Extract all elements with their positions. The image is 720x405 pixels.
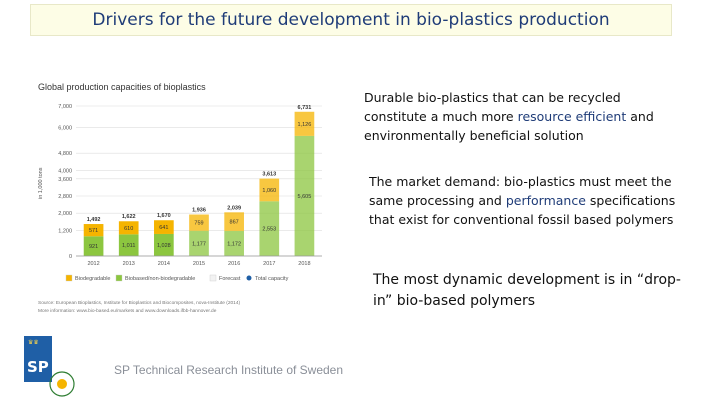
legend-label: Biobased/non-biodegradable bbox=[125, 276, 195, 282]
legend-swatch bbox=[65, 274, 73, 282]
data-label-non-biodegradable: 1,028 bbox=[157, 243, 171, 249]
data-label-total: 3,613 bbox=[262, 172, 276, 178]
bullet-text: specifications that exist for convention… bbox=[369, 193, 676, 227]
x-tick-label: 2017 bbox=[263, 261, 275, 267]
data-label-non-biodegradable: 1,172 bbox=[227, 241, 241, 247]
legend-label: Total capacity bbox=[255, 276, 289, 282]
data-label-biodegradable: 610 bbox=[124, 226, 133, 232]
data-label-biodegradable: 571 bbox=[89, 228, 98, 234]
y-tick-label: 2,000 bbox=[58, 211, 72, 217]
bar-non-biodegradable bbox=[224, 230, 244, 256]
data-label-non-biodegradable: 2,553 bbox=[262, 227, 276, 233]
org-name: SP Technical Research Institute of Swede… bbox=[114, 363, 344, 377]
bar-non-biodegradable bbox=[189, 230, 209, 256]
bullet-text: The market demand: bio-plastics must mee… bbox=[369, 174, 672, 208]
data-label-non-biodegradable: 1,177 bbox=[192, 241, 206, 247]
legend-swatch bbox=[209, 274, 217, 282]
y-tick-label: 0 bbox=[69, 254, 72, 260]
bar-non-biodegradable bbox=[154, 233, 174, 256]
chart-title: Global production capacities of bioplast… bbox=[38, 82, 206, 92]
slide-title: Drivers for the future development in bi… bbox=[92, 10, 610, 30]
y-tick-label: 1,200 bbox=[58, 228, 72, 234]
y-tick-label: 4,800 bbox=[58, 151, 72, 157]
data-label-total: 6,731 bbox=[298, 105, 312, 111]
bar-biodegradable bbox=[189, 214, 209, 231]
data-label-total: 1,622 bbox=[122, 214, 136, 220]
data-label-total: 1,670 bbox=[157, 213, 171, 219]
bar-biodegradable bbox=[224, 212, 244, 231]
bar-biodegradable bbox=[118, 221, 139, 235]
data-label-total: 1,492 bbox=[87, 217, 101, 223]
highlight-text: resource efficient bbox=[517, 109, 627, 124]
y-axis-label: in 1,000 tons bbox=[38, 167, 44, 199]
seal-center-icon bbox=[57, 379, 67, 389]
bioplastics-chart: Global production capacities of bioplast… bbox=[38, 82, 322, 314]
bar-biodegradable bbox=[294, 111, 315, 136]
sp-logo: ♛♛ SP bbox=[24, 336, 75, 397]
seal-icon bbox=[49, 371, 75, 397]
crown-icon: ♛♛ bbox=[28, 339, 39, 346]
source-note: Source: European Bioplastics, Institute … bbox=[38, 300, 241, 306]
y-tick-label: 3,600 bbox=[58, 177, 72, 183]
data-label-non-biodegradable: 921 bbox=[89, 244, 98, 250]
legend-swatch bbox=[246, 275, 252, 281]
data-label-biodegradable: 759 bbox=[194, 221, 203, 227]
y-tick-label: 4,000 bbox=[58, 168, 72, 174]
logo-letters: SP bbox=[27, 358, 49, 376]
data-label-biodegradable: 1,060 bbox=[262, 188, 276, 194]
x-tick-label: 2018 bbox=[298, 261, 310, 267]
y-tick-label: 2,800 bbox=[58, 194, 72, 200]
source-note-more: More information: www.bio-based.eu/marke… bbox=[38, 308, 217, 314]
legend-swatch bbox=[115, 274, 123, 282]
legend-label: Biodegradable bbox=[75, 276, 110, 282]
bar-biodegradable bbox=[83, 224, 104, 237]
bar-non-biodegradable bbox=[118, 234, 139, 256]
chart-container: Global production capacities of bioplast… bbox=[30, 78, 330, 326]
bar-non-biodegradable bbox=[259, 201, 280, 256]
logo-shield bbox=[24, 336, 52, 382]
bar-non-biodegradable bbox=[83, 236, 104, 256]
x-tick-label: 2015 bbox=[193, 261, 205, 267]
data-label-biodegradable: 867 bbox=[230, 220, 239, 226]
y-tick-label: 7,000 bbox=[58, 104, 72, 110]
data-label-total: 1,936 bbox=[192, 208, 206, 214]
y-tick-label: 6,000 bbox=[58, 125, 72, 131]
x-tick-label: 2012 bbox=[87, 261, 99, 267]
data-label-non-biodegradable: 1,011 bbox=[122, 243, 135, 249]
bar-biodegradable bbox=[259, 178, 280, 202]
bullet-market: The market demand: bio-plastics must mee… bbox=[369, 172, 689, 229]
legend-label: Forecast bbox=[219, 276, 241, 282]
bullet-dropin: The most dynamic development is in “drop… bbox=[373, 272, 681, 309]
bullet-text: Durable bio-plastics that can be recycle… bbox=[364, 90, 621, 124]
data-label-biodegradable: 1,126 bbox=[298, 122, 312, 128]
data-label-non-biodegradable: 5,605 bbox=[298, 194, 312, 200]
bar-non-biodegradable bbox=[294, 135, 315, 256]
highlight-text: performance bbox=[505, 193, 586, 208]
bar-biodegradable bbox=[154, 220, 174, 234]
x-tick-label: 2013 bbox=[123, 261, 135, 267]
x-tick-label: 2016 bbox=[228, 261, 240, 267]
bullet-text: and environmentally beneficial solution bbox=[364, 109, 654, 143]
title-bar: Drivers for the future development in bi… bbox=[30, 4, 672, 36]
data-label-total: 2,039 bbox=[227, 205, 241, 211]
bullet-durable: Durable bio-plastics that can be recycle… bbox=[364, 88, 684, 145]
x-tick-label: 2014 bbox=[158, 261, 170, 267]
data-label-biodegradable: 641 bbox=[159, 225, 168, 231]
